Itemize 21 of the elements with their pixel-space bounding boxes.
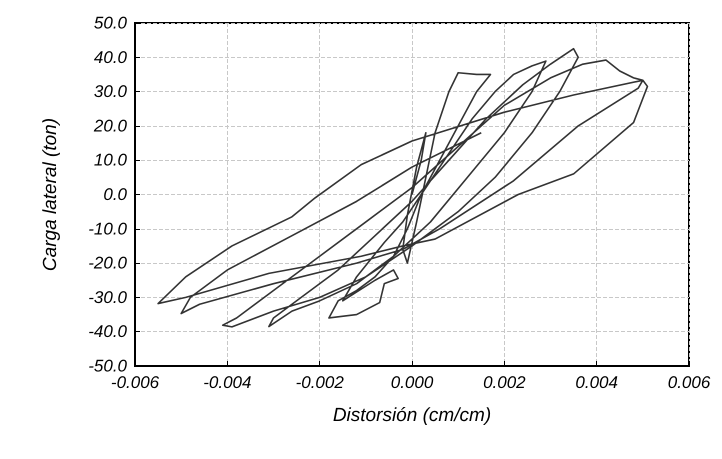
y-tick-label: 50.0 [94,14,128,32]
y-tick-label: -10.0 [88,219,128,238]
x-tick-label: -0.002 [296,373,344,392]
y-tick-label: -40.0 [88,322,128,342]
x-tick-label: 0.000 [390,373,434,392]
x-tick-label: 0.002 [483,373,526,392]
y-tick-label: 20.0 [92,116,128,136]
y-axis-title: Carga lateral (ton) [40,118,61,272]
y-tick-label: 40.0 [94,48,128,67]
y-tick-label: 30.0 [94,82,128,102]
x-tick-label: -0.004 [203,373,252,392]
y-tick-label: -30.0 [88,288,128,307]
x-tick-label: -0.006 [110,373,160,392]
y-tick-label: -50.0 [88,356,128,376]
y-tick-label: -20.0 [88,254,128,273]
x-axis-title: Distorsión (cm/cm) [332,405,492,426]
y-tick-label: 0.0 [103,185,128,204]
x-tick-label: 0.006 [668,373,711,392]
line-series [157,48,648,328]
y-tick-label: 10.0 [94,150,128,170]
x-tick-label: 0.004 [575,373,618,392]
